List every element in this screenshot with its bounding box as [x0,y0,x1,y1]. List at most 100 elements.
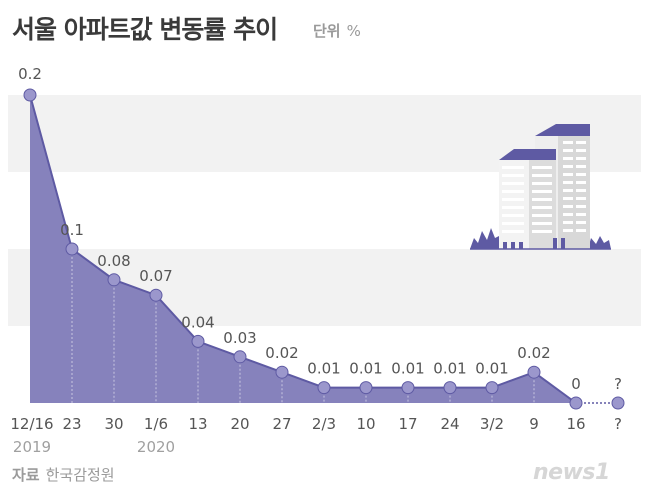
building-window [532,198,552,201]
data-point [485,381,499,395]
data-point [275,365,289,379]
data-point [149,288,163,302]
building-window [532,222,552,225]
data-point [611,396,625,410]
bush-left [470,228,501,249]
building-window [563,229,573,232]
x-tick-label: 17 [398,415,417,433]
building-window [563,189,573,192]
building-window [563,213,573,216]
building-window [532,190,552,193]
x-tick-label: ? [614,415,622,433]
series-line [29,94,577,404]
data-point [401,381,415,395]
building-window [576,189,586,192]
year-label: 2020 [137,438,175,456]
x-tick-label: 30 [104,415,123,433]
building-window [502,182,524,185]
building-window [563,181,573,184]
data-label: 0.02 [265,344,298,362]
data-point [65,242,79,256]
building-window [532,166,552,169]
year-label: 2019 [13,438,51,456]
data-label: 0.01 [307,360,340,378]
building-window [576,205,586,208]
x-tick-label: 27 [272,415,291,433]
data-point [317,381,331,395]
front-tower-roof [499,149,556,160]
building-window [576,229,586,232]
data-label: 0.03 [223,329,256,347]
news1-logo: news1 [533,460,610,485]
x-tick-label: 20 [230,415,249,433]
door-5 [561,238,565,249]
building-window [563,205,573,208]
source-note: 자료 한국감정원 [12,464,115,485]
building-window [576,213,586,216]
building-window [576,157,586,160]
building-window [576,221,586,224]
building-window [563,221,573,224]
unit-label: 단위 [313,22,341,40]
unit-note: 단위% [313,20,361,41]
building-window [563,165,573,168]
data-label: 0.02 [517,344,550,362]
building-window [576,141,586,144]
area-fill [30,95,576,403]
building-window [502,166,524,169]
x-tick-label: 16 [566,415,585,433]
x-tick-label: 3/2 [480,415,504,433]
building-window [502,222,524,225]
bush-right [588,236,611,249]
x-tick-label: 24 [440,415,459,433]
apartment-building-illustration [470,124,611,250]
building-window [532,174,552,177]
x-tick-label: 10 [356,415,375,433]
building-window [576,173,586,176]
data-point [233,350,247,364]
data-point [23,88,37,102]
front-tower-side [529,160,556,249]
data-label: 0.07 [139,267,172,285]
building-window [576,181,586,184]
data-label: 0.1 [60,221,84,239]
building-window [563,173,573,176]
building-window [502,198,524,201]
building-window [502,214,524,217]
x-tick-label: 13 [188,415,207,433]
data-label: 0.2 [18,65,42,83]
building-window [563,197,573,200]
unit-symbol: % [346,22,361,40]
building-window [576,149,586,152]
building-window [563,141,573,144]
door-3 [519,242,523,249]
building-window [532,230,552,233]
building-window [532,182,552,185]
source-label: 자료 [12,466,40,484]
data-point [527,365,541,379]
door-1 [503,242,507,249]
building-window [502,206,524,209]
data-point [443,381,457,395]
building-window [502,174,524,177]
data-point [191,334,205,348]
x-tick-label: 9 [529,415,539,433]
building-window [563,149,573,152]
building-window [502,230,524,233]
building-window [502,190,524,193]
data-point [569,396,583,410]
data-label: 0.08 [97,252,130,270]
x-tick-label: 12/16 [10,415,53,433]
data-label: 0.01 [475,360,508,378]
chart-title: 서울 아파트값 변동률 추이 [12,15,278,44]
back-tower-side [558,136,590,249]
source-name: 한국감정원 [45,466,115,484]
back-tower-roof [535,124,590,136]
data-label: 0.01 [391,360,424,378]
data-label: ? [614,375,622,393]
data-label: 0 [571,375,581,393]
data-point [359,381,373,395]
data-point [107,273,121,287]
building-window [576,197,586,200]
data-label: 0.04 [181,313,214,331]
